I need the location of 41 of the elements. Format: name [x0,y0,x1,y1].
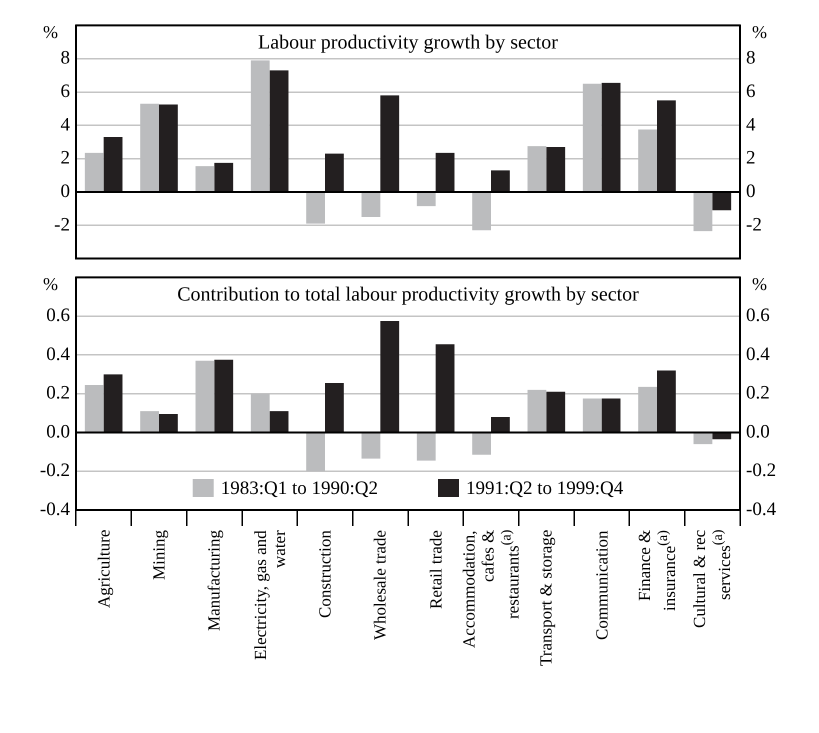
x-tick-label: Mining [150,530,168,582]
y-tick-label: 0.4 [46,344,70,365]
y2-tick-label: 8 [746,48,756,69]
y2-tick-label: -2 [746,214,762,236]
x-tick-label: Communication [592,530,612,642]
y-tick-label: 0.6 [46,304,70,326]
y-tick-label: 8 [60,48,70,69]
y2-tick-label: 0.4 [746,344,770,365]
y2-tick-label: -0.2 [746,460,776,481]
y-tick-label: -2 [54,214,70,236]
chart-title: Contribution to total labour productivity growth by sector [177,283,640,306]
y2-tick-label: 6 [746,81,756,102]
y2-axis-title: % [752,274,767,294]
y2-tick-label: -0.4 [746,498,777,520]
y2-tick-label: 0.6 [746,304,770,326]
x-tick-label: Transport & storage [536,530,556,668]
y2-tick-label: 0.2 [746,382,770,404]
legend-label: 1991:Q2 to 1999:Q4 [466,478,624,499]
y-tick-label: 0.2 [46,382,70,404]
y2-axis-title: % [752,22,767,42]
x-tick-label: Electricity, gas and water [250,530,289,662]
y-tick-label: 2 [60,148,70,169]
y2-tick-label: 4 [746,114,756,136]
x-tick-label: Agriculture [94,530,114,610]
x-tick-label: Wholesale trade [370,530,390,642]
y-axis-title: % [43,274,58,294]
y2-tick-label: 0.0 [746,421,770,442]
legend-label: 1983:Q1 to 1990:Q2 [220,478,378,499]
y-tick-label: 6 [60,81,70,102]
x-tick-label: Construction [316,530,334,620]
y-tick-label: -0.4 [40,498,70,520]
x-tick-label: Manufacturing [204,530,224,633]
y-axis-title: % [43,22,58,42]
y-tick-label: 0.0 [46,421,70,442]
y2-tick-label: 2 [746,148,756,169]
y2-tick-label: 0 [746,180,756,202]
chart-title: Labour productivity growth by sector [258,32,558,54]
y-tick-label: -0.2 [40,460,70,481]
y-tick-label: 4 [60,114,70,136]
x-tick-label: Retail trade [426,530,446,610]
y-tick-label: 0 [60,180,70,202]
